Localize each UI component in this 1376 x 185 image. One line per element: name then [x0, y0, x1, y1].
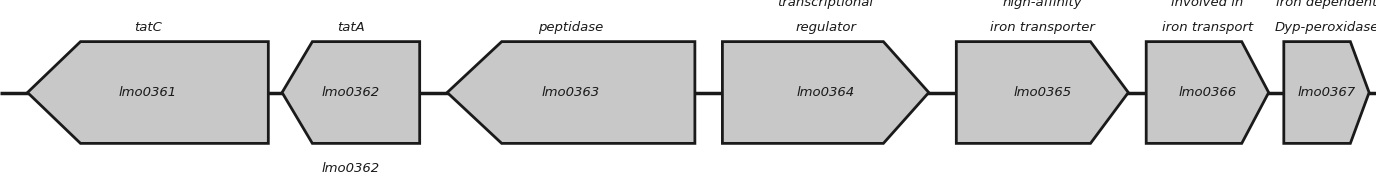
- Polygon shape: [282, 42, 420, 143]
- Text: lmo0364: lmo0364: [797, 86, 854, 99]
- Text: lmo0361: lmo0361: [118, 86, 178, 99]
- Text: tatC: tatC: [133, 21, 162, 34]
- Text: iron transport: iron transport: [1161, 21, 1254, 34]
- Text: Dyp-peroxidase: Dyp-peroxidase: [1274, 21, 1376, 34]
- Text: iron dependent: iron dependent: [1276, 0, 1376, 9]
- Text: high-affinity: high-affinity: [1003, 0, 1082, 9]
- Text: regulator: regulator: [795, 21, 856, 34]
- Polygon shape: [1146, 42, 1269, 143]
- Text: lmo0363: lmo0363: [542, 86, 600, 99]
- Text: involved in: involved in: [1171, 0, 1244, 9]
- Polygon shape: [28, 42, 268, 143]
- Text: lmo0362: lmo0362: [322, 86, 380, 99]
- Text: lmo0362: lmo0362: [322, 162, 380, 175]
- Text: peptidase: peptidase: [538, 21, 604, 34]
- Polygon shape: [447, 42, 695, 143]
- Text: lmo0366: lmo0366: [1178, 86, 1237, 99]
- Text: lmo0367: lmo0367: [1298, 86, 1355, 99]
- Text: iron transporter: iron transporter: [989, 21, 1095, 34]
- Polygon shape: [956, 42, 1128, 143]
- Polygon shape: [1284, 42, 1369, 143]
- Polygon shape: [722, 42, 929, 143]
- Text: transcriptional: transcriptional: [777, 0, 874, 9]
- Text: tatA: tatA: [337, 21, 365, 34]
- Text: lmo0365: lmo0365: [1013, 86, 1072, 99]
